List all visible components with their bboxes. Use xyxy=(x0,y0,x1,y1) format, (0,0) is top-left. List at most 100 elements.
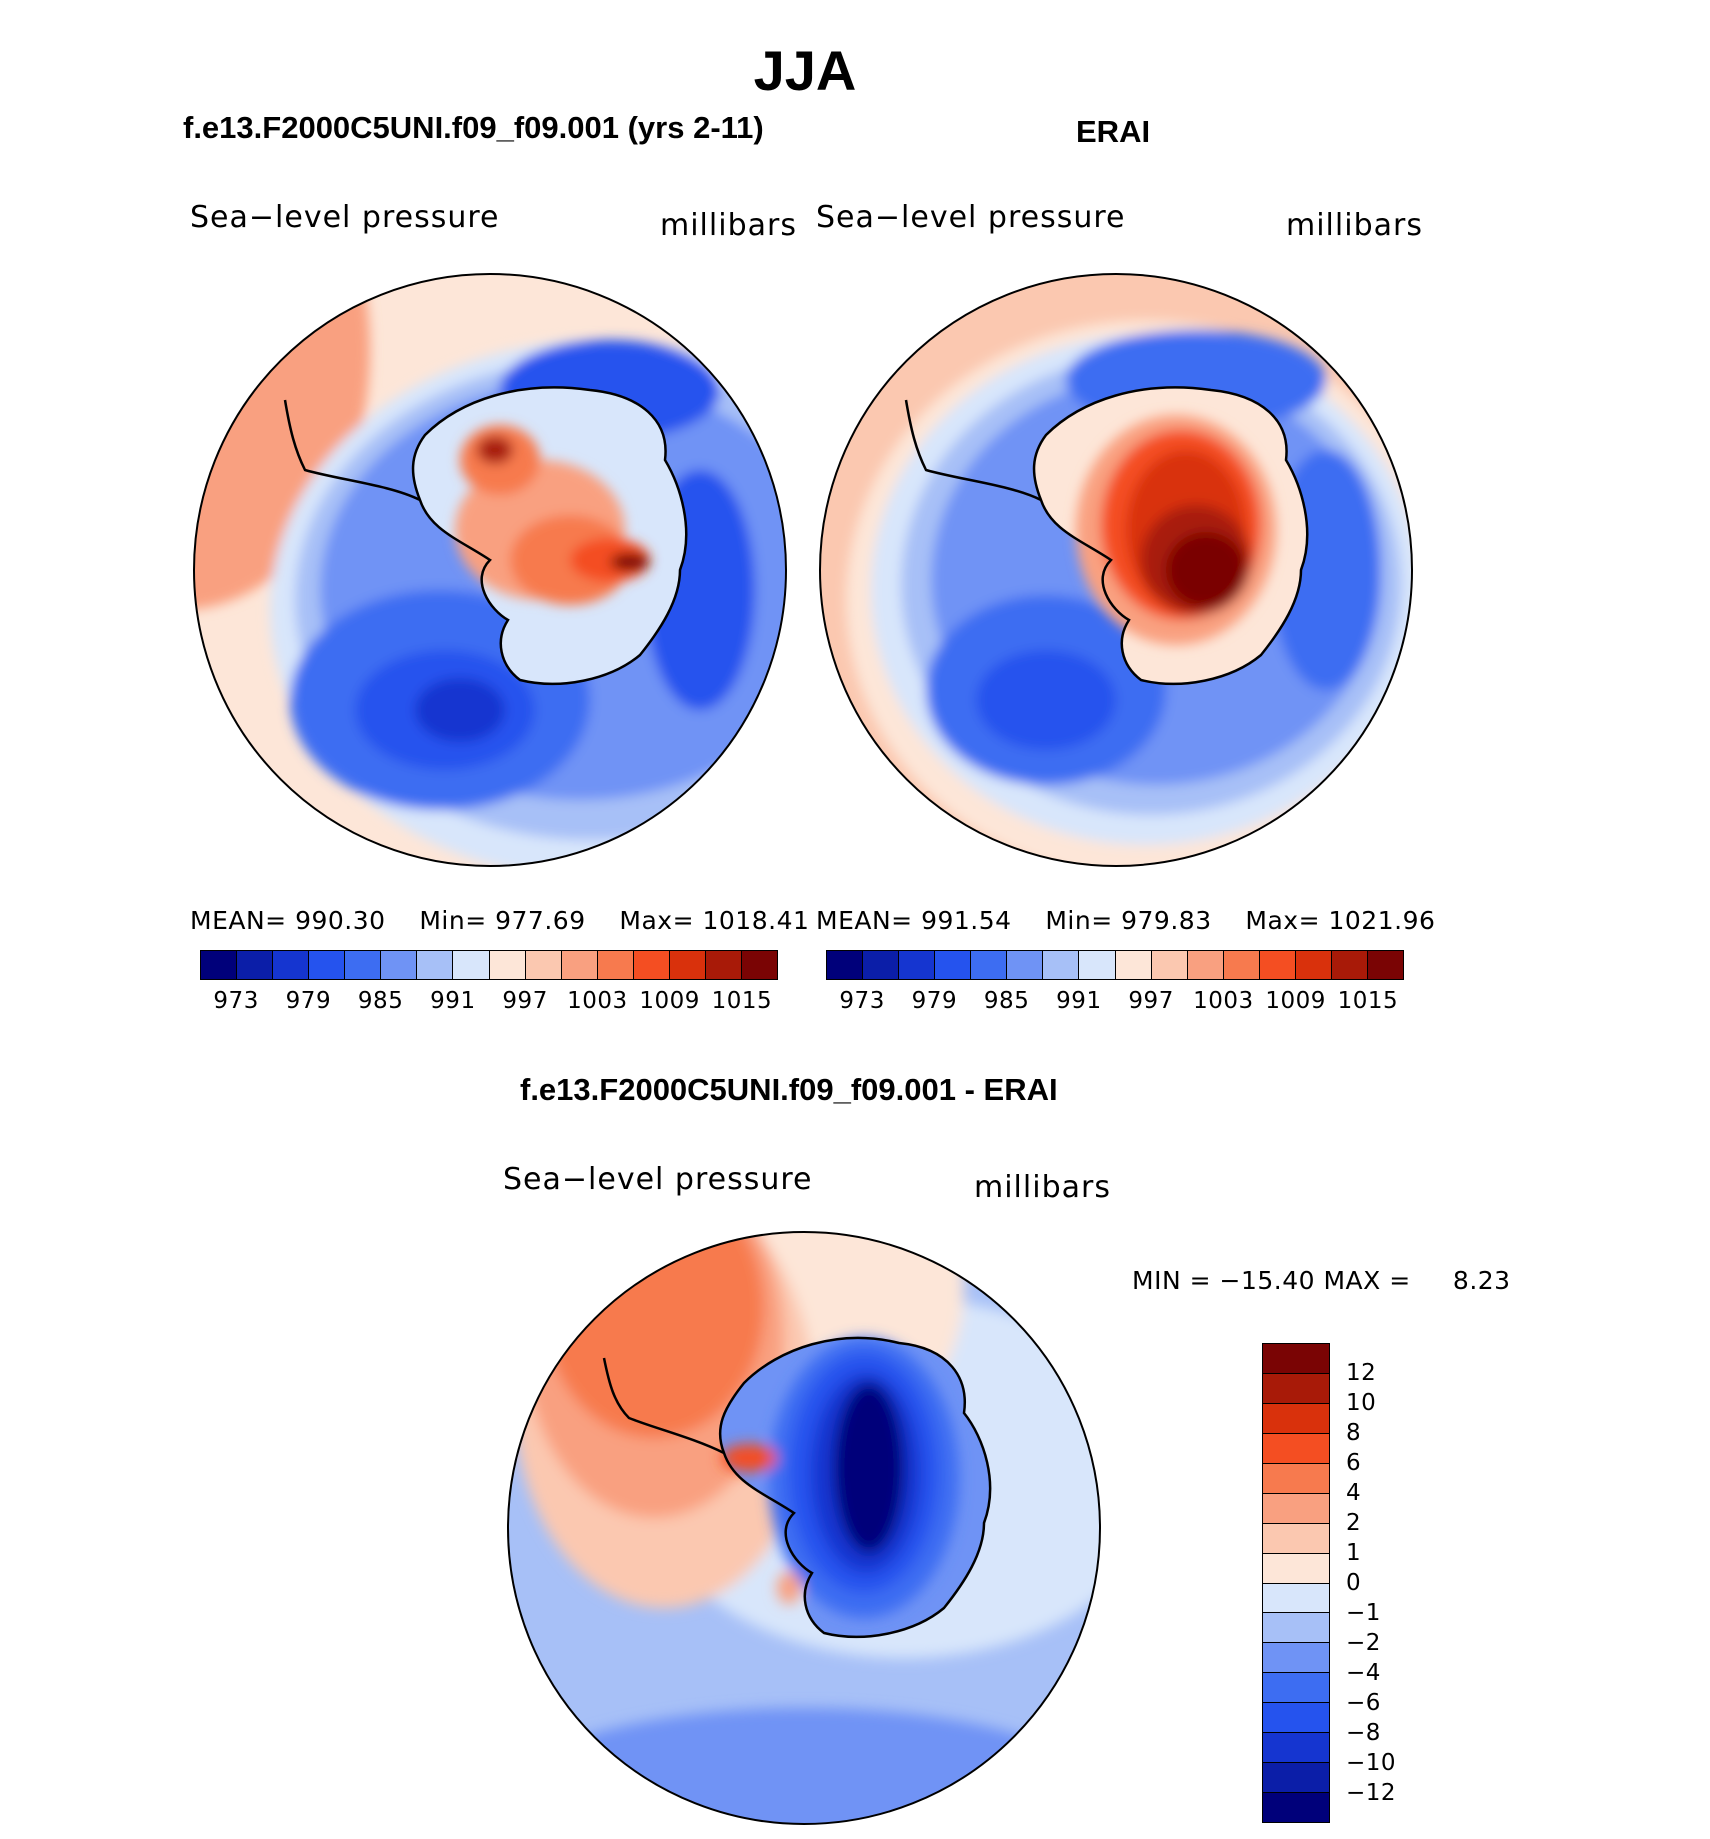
colorbar-swatch xyxy=(273,951,310,979)
colorbar-swatch xyxy=(417,951,454,979)
panel3-local-positive-2 xyxy=(777,1572,801,1604)
panel1-colorbar xyxy=(200,950,778,980)
colorbar-swatch xyxy=(1263,1403,1329,1434)
panel2-stats: MEAN= 991.54 Min= 979.83 Max= 1021.96 xyxy=(816,906,1435,935)
panel3-map-border xyxy=(507,1231,1101,1825)
colorbar-tick-label: −6 xyxy=(1346,1690,1381,1716)
panel1-min-value: 977.69 xyxy=(495,906,586,935)
colorbar-swatch xyxy=(935,951,972,979)
panel1-low-center xyxy=(415,678,505,742)
panel1-title: f.e13.F2000C5UNI.f09_f09.001 (yrs 2-11) xyxy=(183,110,764,145)
colorbar-swatch xyxy=(1263,1553,1329,1584)
colorbar-swatch xyxy=(561,951,598,979)
colorbar-swatch xyxy=(309,951,346,979)
panel3-colorbar-ticks: 12 10 8 6 4 2 1 0 −1 −2 −4 −6 −8 −10 −12 xyxy=(1346,1343,1466,1823)
panel2-min-label: Min= xyxy=(1045,906,1113,935)
colorbar-tick-label: 6 xyxy=(1346,1450,1362,1476)
colorbar-swatch xyxy=(1079,951,1116,979)
colorbar-tick-label: 997 xyxy=(1128,988,1174,1014)
panel1-peninsula-coastline xyxy=(283,399,421,502)
panel3-polar-map xyxy=(507,1231,1101,1825)
colorbar-swatch xyxy=(525,951,562,979)
colorbar-swatch xyxy=(1259,951,1296,979)
panel2-max-value: 1021.96 xyxy=(1328,906,1436,935)
colorbar-swatch xyxy=(1263,1733,1329,1764)
panel2-min-value: 979.83 xyxy=(1121,906,1212,935)
colorbar-swatch xyxy=(1331,951,1368,979)
colorbar-tick-label: 973 xyxy=(213,988,259,1014)
colorbar-tick-label: 1003 xyxy=(567,988,628,1014)
colorbar-swatch xyxy=(1151,951,1188,979)
colorbar-swatch xyxy=(1263,1613,1329,1644)
panel1-antarctica-coastline xyxy=(411,386,688,686)
panel1-colorbar-ticks: 973 979 985 991 997 1003 1009 1015 xyxy=(200,988,778,1018)
panel1-high-west xyxy=(477,436,513,464)
colorbar-tick-label: 1015 xyxy=(1337,988,1399,1014)
panel1-mean-value: 990.30 xyxy=(295,906,386,935)
panel3-antarctica-coastline xyxy=(718,1336,992,1639)
panel2-high-max xyxy=(1166,532,1246,608)
panel2-mean-value: 991.54 xyxy=(921,906,1012,935)
colorbar-swatch xyxy=(1263,1763,1329,1794)
colorbar-tick-label: −1 xyxy=(1346,1600,1381,1626)
colorbar-tick-label: 1015 xyxy=(711,988,773,1014)
panel3-min-label: MIN = xyxy=(1132,1266,1212,1295)
colorbar-swatch xyxy=(741,951,777,979)
panel1-max-value: 1018.41 xyxy=(702,906,810,935)
colorbar-tick-label: 1009 xyxy=(639,988,700,1014)
colorbar-tick-label: 2 xyxy=(1346,1510,1362,1536)
panel3-south-negative xyxy=(508,1708,1100,1824)
colorbar-swatch xyxy=(1263,1523,1329,1554)
panel1-pacific-high xyxy=(194,274,370,610)
panel2-max-label: Max= xyxy=(1245,906,1321,935)
colorbar-swatch xyxy=(1187,951,1224,979)
colorbar-tick-label: 985 xyxy=(357,988,404,1014)
panel1-polar-map xyxy=(193,273,787,867)
panel1-max-label: Max= xyxy=(619,906,695,935)
colorbar-swatch xyxy=(453,951,490,979)
colorbar-swatch xyxy=(1263,1433,1329,1464)
colorbar-tick-label: 1 xyxy=(1346,1540,1362,1566)
colorbar-swatch xyxy=(1263,1463,1329,1494)
colorbar-swatch xyxy=(1263,1673,1329,1704)
panel2-colorbar xyxy=(826,950,1404,980)
colorbar-tick-label: −8 xyxy=(1346,1720,1381,1746)
colorbar-tick-label: 979 xyxy=(911,988,958,1014)
colorbar-tick-label: −4 xyxy=(1346,1660,1381,1686)
panel2-title: ERAI xyxy=(1076,114,1151,149)
panel2-low-center xyxy=(976,650,1116,750)
colorbar-swatch xyxy=(827,951,864,979)
colorbar-swatch xyxy=(633,951,670,979)
colorbar-swatch xyxy=(1263,1373,1329,1404)
panel3-units-label: millibars xyxy=(974,1170,1111,1205)
colorbar-tick-label: 985 xyxy=(983,988,1030,1014)
panel1-mean-label: MEAN= xyxy=(190,906,287,935)
panel3-min-max: MIN = −15.40 MAX = 8.23 xyxy=(1132,1266,1511,1295)
panel3-negative-min xyxy=(834,1383,904,1553)
colorbar-swatch xyxy=(345,951,382,979)
colorbar-tick-label: −10 xyxy=(1346,1750,1397,1776)
panel2-variable-label: Sea−level pressure xyxy=(816,200,1126,235)
panel2-antarctica-coastline xyxy=(1032,386,1309,686)
panel1-min-label: Min= xyxy=(419,906,487,935)
colorbar-swatch xyxy=(1115,951,1152,979)
panel2-polar-map xyxy=(819,273,1413,867)
colorbar-tick-label: −12 xyxy=(1346,1780,1397,1806)
colorbar-tick-label: 1003 xyxy=(1193,988,1254,1014)
colorbar-tick-label: 1009 xyxy=(1265,988,1326,1014)
colorbar-swatch xyxy=(237,951,274,979)
colorbar-swatch xyxy=(1263,1493,1329,1524)
panel3-title: f.e13.F2000C5UNI.f09_f09.001 - ERAI xyxy=(520,1072,1058,1107)
colorbar-swatch xyxy=(201,951,238,979)
colorbar-tick-label: 991 xyxy=(430,988,476,1014)
panel3-variable-label: Sea−level pressure xyxy=(503,1162,813,1197)
panel3-min-value: −15.40 xyxy=(1219,1266,1316,1295)
colorbar-swatch xyxy=(489,951,526,979)
panel2-mean-label: MEAN= xyxy=(816,906,913,935)
colorbar-swatch xyxy=(1263,1793,1329,1822)
panel1-units-label: millibars xyxy=(660,208,797,243)
panel3-colorbar xyxy=(1262,1343,1330,1823)
colorbar-tick-label: 979 xyxy=(285,988,332,1014)
panel1-high-max xyxy=(610,553,650,571)
colorbar-swatch xyxy=(669,951,706,979)
